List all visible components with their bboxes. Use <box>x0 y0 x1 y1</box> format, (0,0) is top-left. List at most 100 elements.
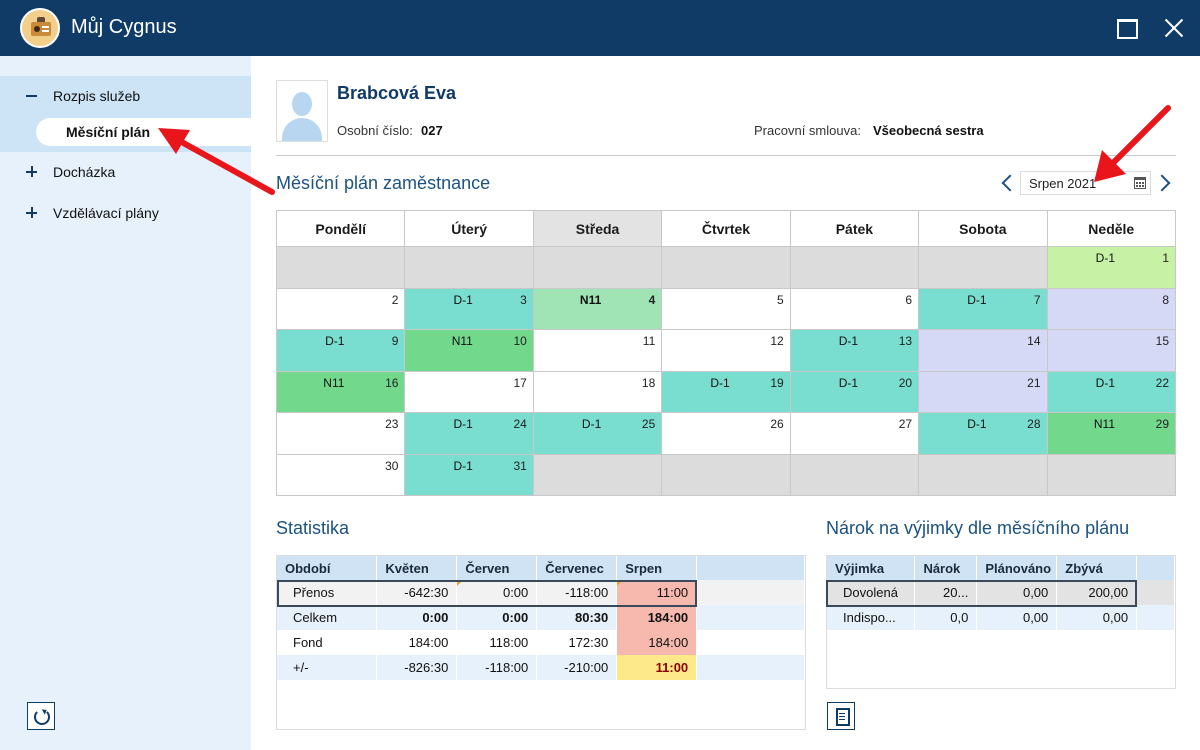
calendar-day[interactable]: 12 <box>661 329 791 372</box>
narok-column-header[interactable]: Zbývá <box>1056 556 1138 580</box>
narok-cell: 0,00 <box>1056 605 1138 630</box>
calendar-day[interactable]: 23 <box>275 412 406 455</box>
stats-column-header[interactable]: Období <box>277 556 378 580</box>
collapse-icon[interactable] <box>25 89 39 103</box>
calendar-day[interactable]: 26 <box>661 412 791 455</box>
chevron-right-icon[interactable] <box>1156 174 1172 192</box>
calendar-day[interactable]: D-1 13 <box>789 329 920 372</box>
narok-panel: Výjimka Nárok Plánováno Zbývá Dovolená 20...… <box>826 555 1176 689</box>
shift-code: D-1 <box>581 417 602 431</box>
calendar-day[interactable]: D-1 9 <box>275 329 406 372</box>
note-marker-icon <box>617 580 624 586</box>
month-picker[interactable]: Srpen 2021 <box>1020 171 1151 195</box>
day-number: 2 <box>391 292 399 307</box>
day-number: 3 <box>520 292 527 307</box>
month-calendar: Pondělí Úterý Středa Čtvrtek Pátek Sobota Nedě… <box>275 210 1177 496</box>
day-number: 22 <box>1155 375 1169 390</box>
day-number: 4 <box>648 292 656 307</box>
calendar-day[interactable]: D-1 25 <box>532 412 663 455</box>
calendar-day[interactable]: 17 <box>404 370 534 413</box>
narok-title: Nárok na výjimky dle měsíčního plánu <box>826 518 1130 538</box>
calendar-week: N11 16 17 18 D-1 19 D-1 20 21 D-1 22 <box>275 370 1177 413</box>
calendar-day[interactable]: D-1 22 <box>1046 370 1177 413</box>
calendar-icon[interactable] <box>1134 177 1146 189</box>
calendar-day[interactable]: 18 <box>532 370 663 413</box>
stats-row[interactable]: Přenos -642:30 0:00 -118:00 11:00 <box>277 580 805 605</box>
narok-column-header[interactable]: Nárok <box>914 556 978 580</box>
stats-row[interactable]: Fond 184:00 118:00 172:30 184:00 <box>277 630 805 655</box>
sidebar-item-dochazka[interactable]: Docházka <box>0 152 251 192</box>
calendar-day[interactable]: 6 <box>789 287 920 330</box>
day-number: 10 <box>513 334 527 348</box>
calendar-day[interactable]: 30 <box>275 453 406 496</box>
sidebar-item-label: Docházka <box>53 164 116 180</box>
narok-row[interactable]: Indispo... 0,0 0,00 0,00 <box>827 605 1175 630</box>
stats-value: 0:00 <box>502 610 529 625</box>
stats-cell: 184:00 <box>616 605 698 630</box>
calendar-day[interactable]: N11 10 <box>404 329 534 372</box>
calendar-day[interactable]: 14 <box>918 329 1048 372</box>
narok-row-label: Indispo... <box>827 605 916 630</box>
document-icon[interactable] <box>827 702 855 730</box>
calendar-day[interactable]: D-1 20 <box>789 370 920 413</box>
stats-column-header[interactable] <box>696 556 805 580</box>
calendar-day[interactable]: D-1 7 <box>918 287 1048 330</box>
sidebar-item-vzdelavaci-plany[interactable]: Vzdělávací plány <box>0 193 251 233</box>
narok-cell: 0,00 <box>976 605 1058 630</box>
close-icon[interactable] <box>1160 14 1188 42</box>
sidebar-item-label: Měsíční plán <box>66 124 151 140</box>
calendar-day[interactable]: D-1 1 <box>1046 246 1177 289</box>
calendar-day[interactable]: D-1 19 <box>661 370 791 413</box>
calendar-empty-day <box>918 246 1048 289</box>
calendar-day[interactable]: D-1 31 <box>404 453 534 496</box>
stats-value: 184:00 <box>647 610 689 625</box>
sidebar-item-rozpis-sluzeb[interactable]: Rozpis služeb <box>0 76 251 116</box>
chevron-left-icon[interactable] <box>999 174 1015 192</box>
narok-column-header[interactable]: Plánováno <box>976 556 1058 580</box>
calendar-day[interactable]: 11 <box>532 329 663 372</box>
sidebar-item-mesicni-plan[interactable]: Měsíční plán <box>36 118 251 146</box>
stats-column-header[interactable]: Srpen <box>616 556 698 580</box>
narok-column-header[interactable]: Výjimka <box>827 556 916 580</box>
stats-cell: 184:00 <box>376 630 458 655</box>
month-value: Srpen 2021 <box>1029 176 1097 191</box>
calendar-day[interactable]: 27 <box>789 412 920 455</box>
stats-column-header[interactable]: Červenec <box>536 556 618 580</box>
calendar-day[interactable]: 15 <box>1046 329 1177 372</box>
calendar-day[interactable]: 8 <box>1046 287 1177 330</box>
narok-column-header[interactable] <box>1136 556 1175 580</box>
day-number: 16 <box>385 375 399 390</box>
sidebar: Rozpis služeb Měsíční plán Docházka Vzdě… <box>0 56 251 750</box>
stats-row[interactable]: Celkem 0:00 0:00 80:30 184:00 <box>277 605 805 630</box>
narok-cell: 0,00 <box>976 580 1058 605</box>
calendar-day[interactable]: 5 <box>661 287 791 330</box>
weekday-header: Sobota <box>918 210 1048 247</box>
narok-cell: 200,00 <box>1056 580 1138 605</box>
calendar-day[interactable]: D-1 3 <box>404 287 534 330</box>
stats-panel: Období Květen Červen Červenec Srpen Přenos -6… <box>276 555 806 730</box>
calendar-day[interactable]: D-1 28 <box>918 412 1048 455</box>
stats-value: -826:30 <box>404 660 449 675</box>
shift-code: D-1 <box>710 375 730 390</box>
narok-row[interactable]: Dovolená 20... 0,00 200,00 <box>827 580 1175 605</box>
expand-icon[interactable] <box>25 206 39 220</box>
calendar-day[interactable]: D-1 24 <box>404 412 534 455</box>
narok-cell: 20... <box>914 580 978 605</box>
stats-cell: -118:00 <box>536 580 618 605</box>
stats-column-header[interactable]: Červen <box>456 556 538 580</box>
stats-cell: 184:00 <box>616 630 698 655</box>
calendar-day[interactable]: N11 16 <box>275 370 406 413</box>
stats-row[interactable]: +/- -826:30 -118:00 -210:00 11:00 <box>277 655 805 680</box>
stats-column-header[interactable]: Květen <box>376 556 458 580</box>
expand-icon[interactable] <box>25 165 39 179</box>
calendar-day[interactable]: 21 <box>918 370 1048 413</box>
calendar-day[interactable]: N11 29 <box>1046 412 1177 455</box>
calendar-day[interactable]: N11 4 <box>532 287 663 330</box>
narok-row-label: Dovolená <box>827 580 916 605</box>
calendar-day[interactable]: 2 <box>275 287 406 330</box>
refresh-icon[interactable] <box>27 702 55 730</box>
stats-value: 80:30 <box>574 610 609 625</box>
employee-name: Brabcová Eva <box>337 83 457 103</box>
stats-title: Statistika <box>276 518 350 538</box>
maximize-icon[interactable] <box>1112 14 1140 42</box>
